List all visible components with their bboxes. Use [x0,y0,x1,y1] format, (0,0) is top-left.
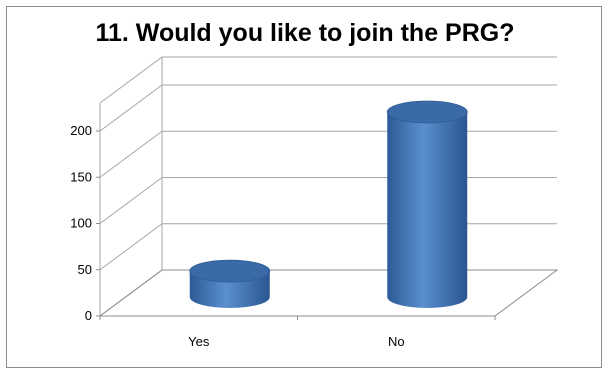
gridline-side [99,177,163,224]
x-tick-label: Yes [188,334,210,349]
bar-top [386,100,468,124]
gridline-side [99,130,163,178]
chart-floor [98,269,559,317]
y-tick-label: 0 [85,308,92,323]
x-tick-label: No [388,334,405,349]
gridline-side [99,223,163,271]
y-tick-label: 150 [70,169,92,184]
y-tick-label: 100 [70,216,92,231]
chart-frame: 11. Would you like to join the PRG? [6,6,602,368]
y-tick-label: 200 [70,123,92,138]
gridline-side [99,84,163,132]
bar-no [386,100,468,308]
bar-body [387,112,468,308]
y-tick-label: 50 [78,262,92,277]
bar-yes [189,259,271,308]
wall-top-edge [99,56,163,104]
chart-title: 11. Would you like to join the PRG? [95,19,515,47]
bar-top [189,259,271,283]
